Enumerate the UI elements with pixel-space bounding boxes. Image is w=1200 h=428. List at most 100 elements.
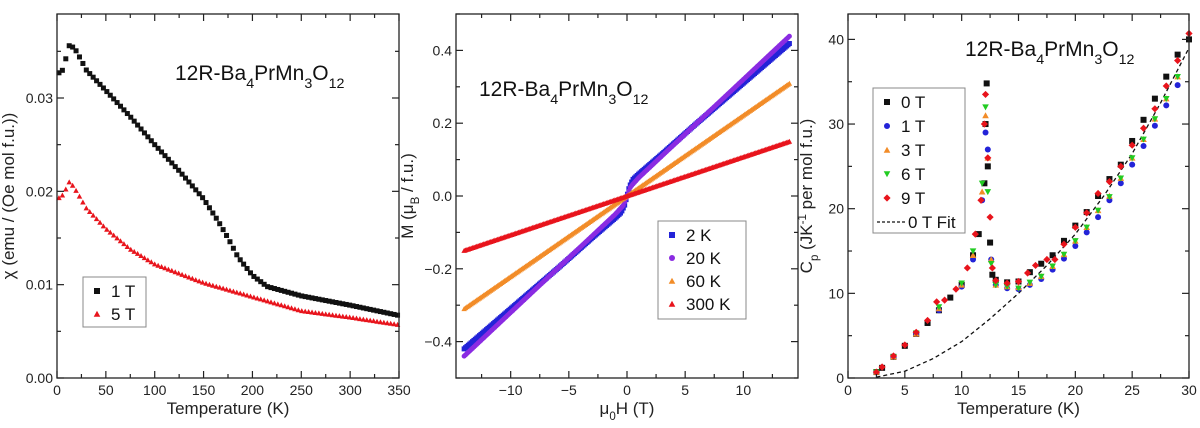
data-point: [141, 255, 148, 261]
ticks: [56, 14, 400, 379]
data-point: [1060, 255, 1067, 262]
data-point: [121, 241, 127, 247]
x-tick-label: 20: [1068, 382, 1084, 398]
data-point: [56, 70, 62, 76]
data-point: [387, 320, 394, 326]
data-point: [155, 262, 161, 268]
data-point: [138, 126, 144, 132]
data-point: [251, 273, 257, 279]
x-tick-label: 350: [387, 382, 411, 398]
data-point: [100, 85, 106, 91]
data-point: [322, 311, 329, 317]
data-point: [306, 294, 312, 300]
series-300-K: [461, 138, 793, 253]
data-point: [148, 259, 155, 265]
compound-annotation: 12R-Ba4PrMn3O12: [175, 62, 345, 92]
data-point: [179, 171, 185, 177]
data-point: [59, 67, 65, 73]
data-point: [295, 292, 301, 298]
legend-item: 0 T: [884, 93, 925, 112]
data-point: [237, 290, 243, 296]
data-point: [984, 189, 992, 196]
data-point: [275, 301, 281, 307]
legend-label: 1 T: [901, 117, 925, 136]
legend-item: 1 T: [94, 282, 135, 301]
legend-marker: [668, 300, 676, 307]
legend-box: [872, 87, 966, 234]
data-point: [305, 309, 312, 315]
data-point: [213, 283, 220, 289]
data-point: [111, 96, 117, 102]
data-point: [786, 80, 793, 86]
data-point: [213, 215, 219, 221]
data-point: [76, 54, 82, 60]
legend-label: 6 T: [901, 165, 925, 184]
data-point: [182, 175, 188, 181]
x-axis-label: Temperature (K): [167, 399, 290, 418]
data-point: [978, 188, 986, 195]
x-tick-label: 100: [143, 382, 167, 398]
legend-marker: [93, 310, 101, 317]
data-point: [336, 313, 343, 319]
data-point: [148, 138, 154, 144]
data-point: [176, 167, 182, 173]
data-point: [1117, 175, 1125, 182]
data-point: [1043, 255, 1051, 264]
data-point: [237, 257, 243, 263]
data-point: [73, 187, 79, 193]
data-point: [210, 282, 216, 288]
x-tick-label: 200: [241, 382, 265, 398]
data-point: [952, 285, 960, 293]
data-point: [969, 251, 977, 258]
data-point: [94, 78, 100, 84]
data-point: [261, 281, 267, 287]
data-point: [1083, 224, 1090, 231]
fit-line: [876, 47, 1190, 378]
data-point: [988, 264, 996, 272]
data-point: [244, 265, 250, 271]
compound-annotation: 12R-Ba4PrMn3O12: [479, 78, 649, 108]
data-point: [172, 164, 178, 170]
legend-item: 6 T: [883, 165, 925, 184]
legend-label: 9 T: [901, 189, 925, 208]
data-point: [982, 104, 989, 111]
data-point: [977, 196, 985, 204]
data-point: [107, 92, 113, 98]
data-point: [131, 248, 137, 254]
data-point: [175, 270, 182, 276]
data-point: [131, 118, 137, 124]
data-point: [1128, 141, 1136, 149]
data-point: [282, 288, 288, 294]
y-tick-label: 0.03: [26, 90, 53, 106]
data-point: [278, 302, 285, 308]
data-point: [104, 89, 110, 95]
data-point: [981, 90, 990, 99]
legend-item: 3 T: [883, 141, 925, 160]
data-point: [963, 264, 971, 272]
data-point: [992, 282, 1000, 289]
y-tick-label: 30: [828, 116, 844, 132]
data-point: [319, 310, 326, 316]
data-point: [271, 300, 278, 306]
data-point: [984, 154, 992, 162]
data-point: [193, 277, 199, 283]
data-point: [987, 261, 995, 268]
chart-panel-3: 0 5 10 15 20 25 30 0 10 20 30 40 Temperature (K) Cp (…: [797, 13, 1197, 418]
data-point: [309, 295, 315, 301]
data-point: [982, 112, 989, 119]
data-point: [203, 200, 209, 206]
y-tick-label: 20: [828, 201, 844, 217]
data-point: [343, 301, 349, 307]
data-point: [1151, 95, 1158, 102]
legend-marker: [669, 255, 675, 261]
data-point: [347, 302, 353, 308]
x-tick-label: 0: [844, 382, 852, 398]
data-point: [247, 270, 253, 276]
data-point: [135, 122, 141, 128]
legend-label: 2 K: [686, 226, 712, 245]
data-point: [230, 288, 237, 294]
data-point: [1162, 82, 1170, 90]
data-point: [360, 305, 366, 311]
data-point: [357, 316, 363, 322]
data-point: [254, 276, 260, 282]
